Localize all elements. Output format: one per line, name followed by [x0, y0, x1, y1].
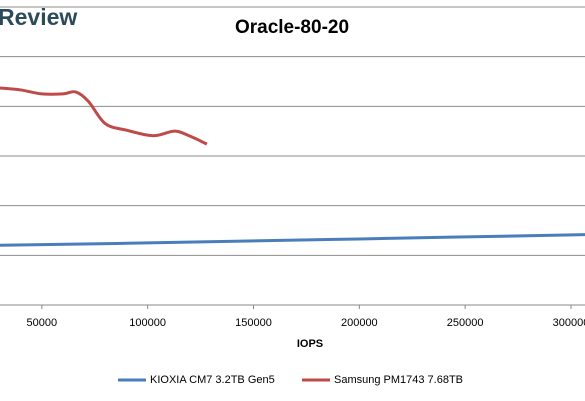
x-tick-label: 250000 — [447, 317, 484, 329]
x-tick-label: 150000 — [235, 317, 272, 329]
x-axis-label: IOPS — [297, 338, 323, 350]
legend-label: Samsung PM1743 7.68TB — [334, 374, 463, 386]
brand: Review — [0, 4, 77, 30]
series-line — [0, 233, 585, 247]
chart-title: Oracle-80-20 — [235, 17, 349, 38]
x-tick-label: 50000 — [27, 317, 58, 329]
series-line — [0, 86, 208, 146]
legend-label: KIOXIA CM7 3.2TB Gen5 — [150, 374, 275, 386]
x-tick-label: 100000 — [129, 317, 166, 329]
x-tick-label: 200000 — [341, 317, 378, 329]
x-tick-label: 300000 — [553, 317, 585, 329]
